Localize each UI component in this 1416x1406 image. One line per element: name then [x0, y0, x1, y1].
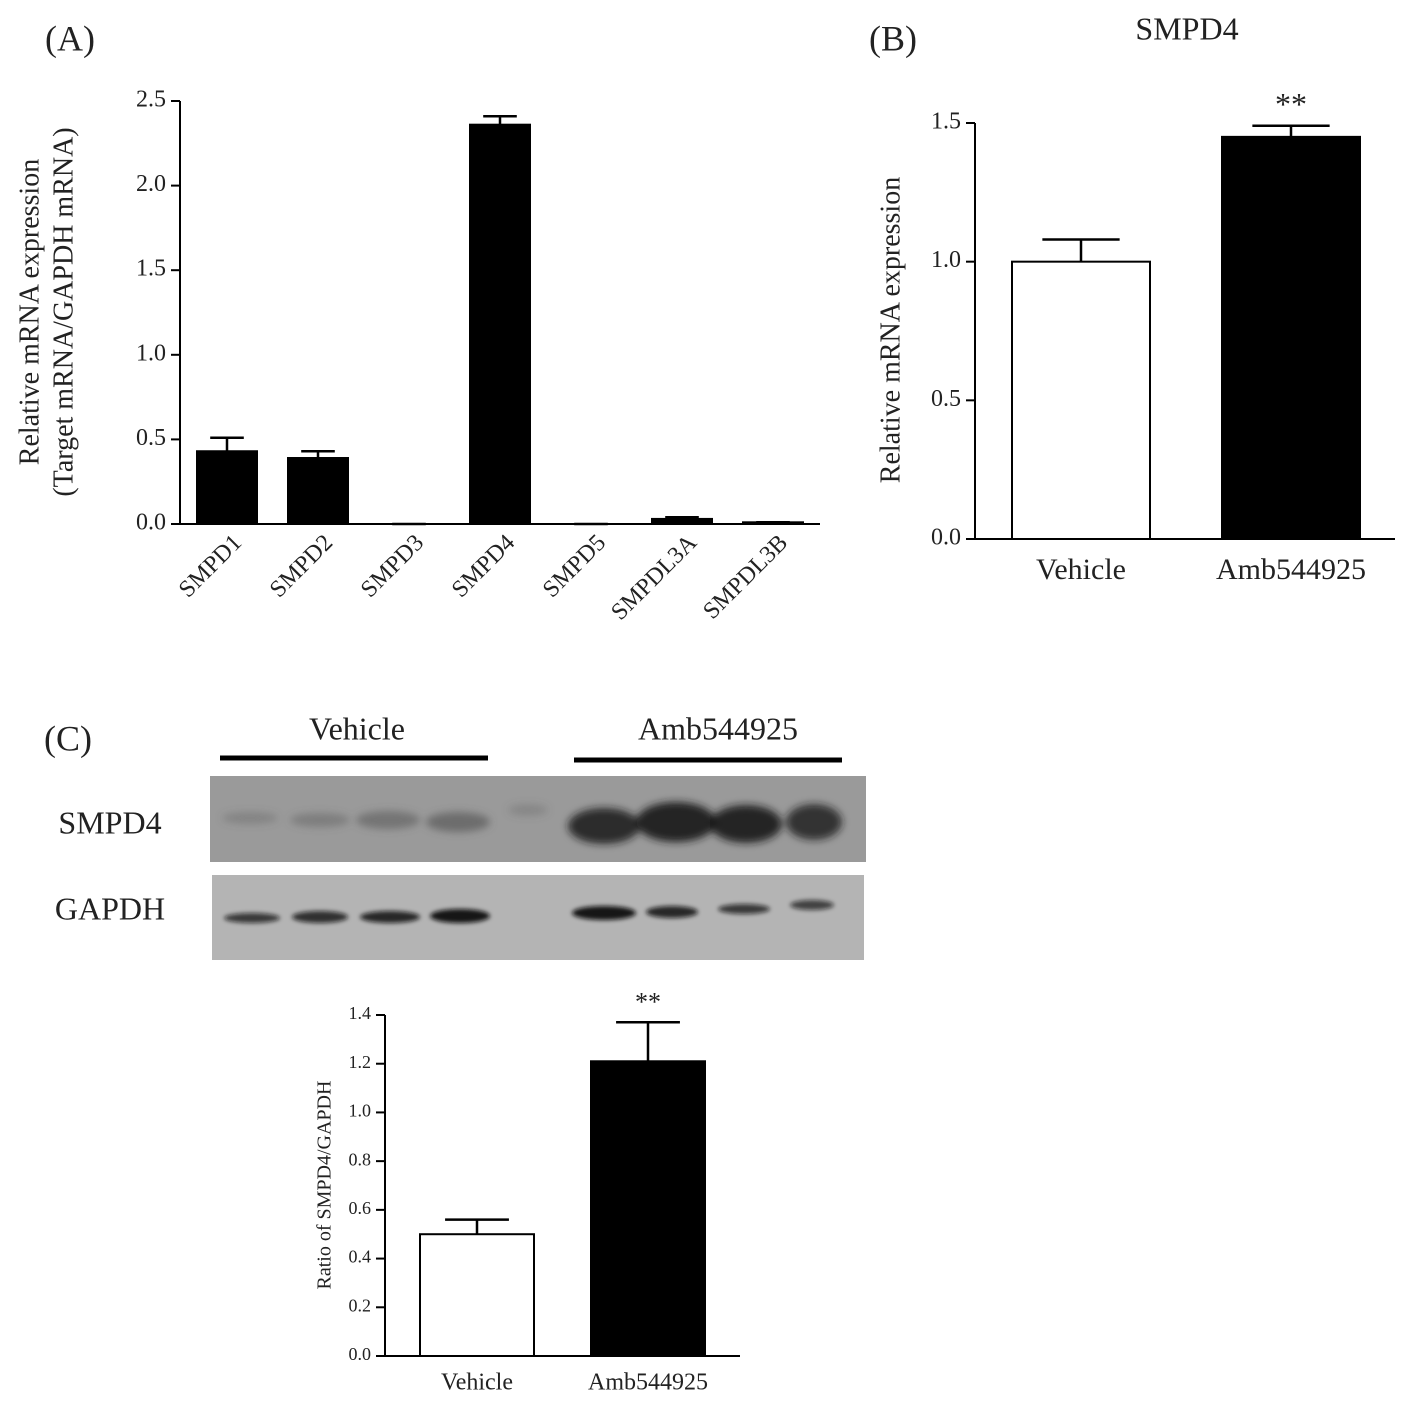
error-bar [1042, 238, 1120, 262]
y-axis-title: (Target mRNA/GAPDH mRNA) [48, 127, 79, 496]
y-tick-label: 0.0 [349, 1344, 372, 1364]
y-tick-label: 1.0 [136, 340, 166, 366]
significance: ** [1275, 86, 1307, 122]
panel-label: (B) [869, 18, 917, 58]
y-tick-label: 1.2 [349, 1052, 372, 1072]
y-tick-label: 1.0 [931, 247, 961, 273]
error-bar [1252, 124, 1330, 137]
bar [1011, 260, 1151, 540]
bar [196, 450, 258, 525]
x-tick-label: SMPD1 [174, 530, 247, 603]
x-tick-label: SMPD4 [447, 530, 520, 603]
error-bar [301, 449, 335, 459]
x-tick-label: SMPD3 [356, 530, 429, 603]
row-label: GAPDH [55, 890, 165, 926]
y-tick-label: 0.0 [931, 525, 961, 551]
chart-title: SMPD4 [1135, 10, 1238, 46]
y-axis-title: Relative mRNA expression [14, 159, 45, 465]
x-tick-label: Amb544925 [588, 1370, 708, 1396]
x-tick-label: Vehicle [441, 1370, 513, 1396]
y-tick-label: 2.5 [136, 87, 166, 113]
x-tick-label: Vehicle [1036, 553, 1126, 586]
x-tick-label: Amb544925 [1216, 553, 1366, 586]
error-bar [445, 1218, 509, 1235]
y-tick-label: 0.4 [349, 1247, 372, 1267]
bar [590, 1060, 706, 1357]
error-bar [210, 436, 244, 452]
bar [419, 1233, 535, 1357]
bar [469, 123, 531, 526]
y-tick-label: 0.2 [349, 1295, 372, 1315]
panel-label: (A) [45, 18, 95, 58]
y-axis-title: Relative mRNA expression [875, 177, 906, 483]
blot-smpd4 [210, 776, 866, 862]
bar [1221, 135, 1361, 540]
y-tick-label: 1.5 [931, 109, 961, 135]
y-tick-label: 0.5 [136, 425, 166, 451]
bar [287, 457, 349, 525]
x-tick-label: SMPD2 [265, 530, 338, 603]
significance: ** [635, 987, 661, 1016]
y-tick-label: 1.4 [349, 1003, 372, 1023]
y-tick-label: 0.5 [931, 386, 961, 412]
error-bar [616, 1021, 680, 1062]
x-tick-label: SMPDL3A [606, 529, 702, 625]
y-tick-label: 2.0 [136, 171, 166, 197]
group-label: Amb544925 [638, 710, 798, 746]
y-tick-label: 0.0 [136, 510, 166, 536]
error-bar [665, 515, 699, 519]
blot-gapdh [212, 875, 864, 960]
group-label: Vehicle [309, 710, 405, 746]
panel-label: (C) [44, 718, 92, 758]
x-tick-label: SMPDL3B [698, 530, 793, 625]
error-bar [483, 114, 517, 125]
y-tick-label: 0.8 [349, 1149, 372, 1169]
y-tick-label: 1.0 [349, 1101, 372, 1121]
y-axis-title: Ratio of SMPD4/GAPDH [314, 1081, 336, 1290]
y-tick-label: 1.5 [136, 256, 166, 282]
row-label: SMPD4 [58, 804, 161, 840]
x-tick-label: SMPD5 [538, 530, 611, 603]
y-tick-label: 0.6 [349, 1198, 372, 1218]
bar [651, 517, 713, 526]
